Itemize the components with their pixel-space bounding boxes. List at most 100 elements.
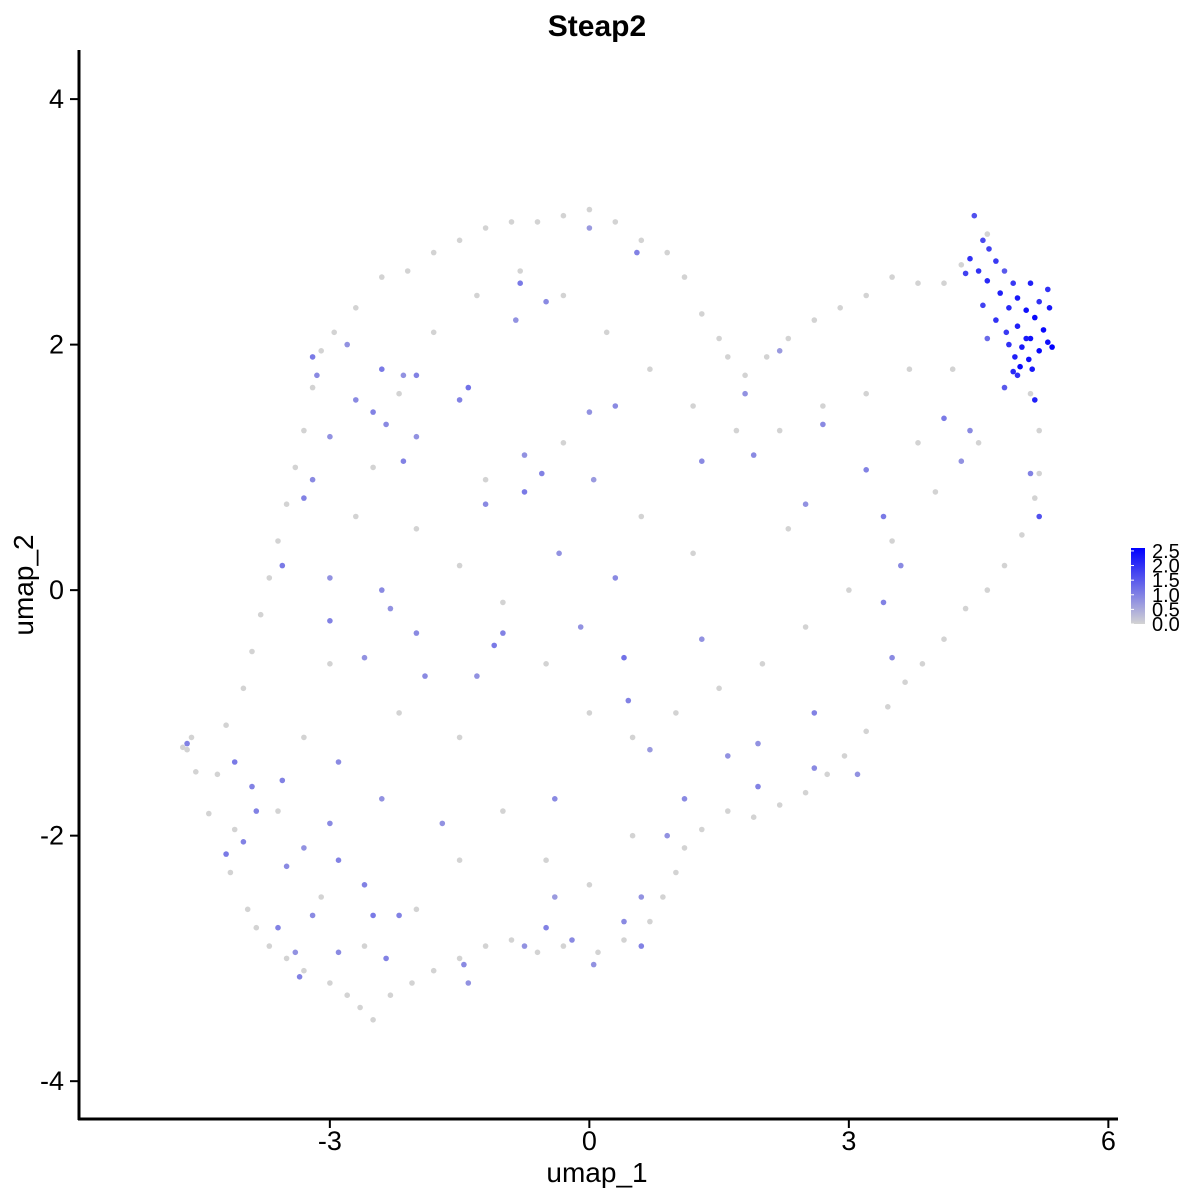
cell-point (629, 832, 636, 839)
cell-point (673, 869, 679, 876)
expressing-cell-point (361, 654, 368, 661)
cell-point (318, 348, 325, 354)
cell-point (344, 992, 351, 998)
cell-point (681, 274, 688, 280)
cell-point (820, 403, 826, 409)
cell-point (301, 427, 307, 434)
cell-point (456, 562, 463, 569)
legend-break-label: 1.5 (1152, 570, 1180, 592)
cell-point (500, 808, 506, 814)
expressing-cell-point (1045, 286, 1051, 293)
expressing-cell-point (958, 458, 965, 465)
cell-point (863, 728, 869, 735)
expressing-cell-point (456, 397, 463, 403)
cell-point (560, 440, 567, 446)
cell-point (638, 237, 645, 244)
expressing-cell-point (521, 489, 528, 495)
cell-point (266, 575, 273, 581)
cell-point (750, 814, 757, 820)
expressing-cell-point (474, 673, 480, 679)
y-tick-label: -4 (40, 1066, 64, 1096)
expressing-cell-point (980, 302, 986, 309)
expressing-cell-point (396, 912, 402, 919)
expressing-cell-point (240, 839, 247, 845)
expressing-cell-point (984, 278, 991, 284)
cell-point (1001, 562, 1008, 569)
expressing-cell-point (820, 421, 826, 428)
expressing-cell-point (552, 894, 558, 900)
cell-point (430, 329, 437, 336)
expressing-cell-point (184, 740, 190, 747)
expressing-cell-point (755, 783, 761, 790)
color-legend: 0.00.51.01.52.02.5 (1131, 541, 1180, 636)
cell-point (725, 808, 731, 814)
cell-point (283, 501, 290, 508)
cell-point (699, 311, 705, 317)
cell-point (413, 526, 420, 532)
cell-point (508, 937, 515, 943)
expressing-cell-point (664, 832, 670, 839)
cell-point (785, 335, 792, 342)
x-tick-label: 6 (1101, 1126, 1116, 1156)
cell-point (725, 354, 731, 360)
expressing-cell-point (1027, 335, 1034, 342)
cell-point (647, 366, 653, 373)
cell-point (885, 704, 891, 710)
expressing-cell-point (854, 771, 861, 778)
cell-point (889, 274, 895, 280)
cell-point (716, 335, 722, 342)
expressing-cell-point (962, 270, 969, 277)
cell-point (257, 611, 264, 618)
ticks: -3 0 3 6 -4 -2 0 2 4 (40, 84, 1116, 1156)
expressing-cell-point (500, 630, 506, 636)
expressing-cell-point (1036, 348, 1042, 354)
x-tick-label: 0 (582, 1126, 597, 1156)
expressing-cell-point (413, 630, 420, 636)
expressing-cell-point (465, 980, 472, 986)
cell-point (603, 329, 610, 336)
expressing-cell-point (755, 740, 761, 747)
expressing-cell-point (413, 433, 420, 440)
cell-point (206, 810, 212, 817)
cell-point (1019, 532, 1025, 538)
cell-point (863, 292, 869, 299)
cell-point (958, 262, 965, 268)
cell-point (180, 744, 186, 751)
expressing-cell-point (1023, 335, 1029, 342)
cell-point (456, 955, 463, 962)
expressing-cell-point (802, 501, 809, 508)
cell-point (193, 769, 199, 775)
expressing-cell-point (863, 467, 869, 473)
cell-point (327, 661, 333, 667)
expressing-cell-point (750, 452, 757, 458)
cell-point (1027, 390, 1034, 397)
cell-point (1036, 427, 1042, 434)
cell-point (396, 390, 402, 397)
expressing-cell-point (539, 470, 545, 477)
expressing-cell-point (439, 820, 446, 827)
cell-point (837, 305, 843, 311)
expressing-cell-point (1003, 329, 1010, 336)
cell-point (690, 403, 696, 409)
cell-point (962, 605, 969, 612)
cell-point (249, 648, 255, 655)
expressing-cell-point (1006, 305, 1012, 311)
cell-point (906, 366, 913, 373)
chart-title: Steap2 (548, 10, 646, 43)
cell-point (357, 1004, 363, 1011)
expressing-cell-point (1010, 368, 1016, 375)
expressing-cell-point (309, 354, 316, 360)
expressing-cell-point (292, 949, 299, 956)
cell-point (681, 845, 688, 851)
expressing-cell-point (980, 237, 986, 244)
color-legend-bar (1131, 548, 1145, 624)
expressing-cell-point (975, 268, 982, 274)
cell-point (543, 857, 549, 863)
cell-point (184, 746, 190, 753)
cell-point (430, 967, 437, 974)
expressing-cell-point (811, 710, 818, 716)
cell-point (586, 710, 593, 716)
points-layer (180, 206, 1055, 1023)
cell-point (517, 268, 523, 274)
expressing-cell-point (1010, 280, 1016, 287)
